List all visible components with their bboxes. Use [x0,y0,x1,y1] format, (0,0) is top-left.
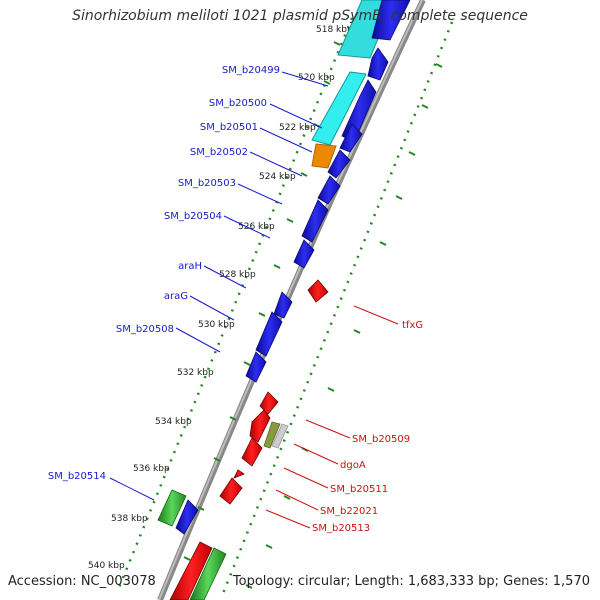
gene-label-forward: araH [178,261,202,272]
tick-label: 522 kbp [279,123,316,133]
forward-gene-block [317,175,341,205]
forward-gene-block [255,311,283,357]
gene-label-forward: SM_b20502 [190,147,248,158]
gene-label-reverse: SM_b20511 [330,484,388,495]
green-feature [157,489,187,527]
tick-label: 526 kbp [238,222,275,232]
gene-label-forward: araG [164,291,188,302]
gene-label-forward: SM_b20500 [209,98,267,109]
tick-label: 524 kbp [259,172,296,182]
gene-label-reverse: SM_b20509 [352,434,410,445]
gene-label-reverse: dgoA [340,460,366,471]
reverse-gene-block [307,279,329,303]
forward-gene-block [371,0,411,41]
topology-label: Topology: circular; Length: 1,683,333 bp… [232,574,590,589]
forward-gene-block [339,123,363,153]
forward-gene-labels: SM_b20499 SM_b20500 SM_b20501 SM_b20502 … [48,65,280,482]
gene-label-forward: SM_b20508 [116,324,174,335]
map-title: Sinorhizobium meliloti 1021 plasmid pSym… [72,8,528,24]
tick-label: 536 kbp [133,464,170,474]
tick-label: 518 kbp [316,25,353,35]
forward-gene-block [301,199,329,243]
green-feature [189,547,227,600]
reverse-leaders [265,305,399,529]
forward-gene-block [327,149,351,179]
tick-label: 532 kbp [177,368,214,378]
forward-leaders [109,71,329,501]
accession-label: Accession: NC_003078 [8,574,156,589]
forward-gene-block [273,291,293,319]
tick-label: 520 kbp [298,73,335,83]
backbone-line [157,0,426,600]
gene-label-reverse: SM_b22021 [320,506,378,517]
tick-label: 530 kbp [198,320,235,330]
gene-label-forward: SM_b20501 [200,122,258,133]
tick-label: 528 kbp [219,270,256,280]
reverse-gene-block [233,469,245,479]
reverse-gene-labels: tfxG SM_b20509 dgoA SM_b20511 SM_b22021 … [312,320,423,534]
gene-label-forward: SM_b20504 [164,211,222,222]
reverse-genes [169,279,329,600]
olive-feature [263,421,281,449]
gene-label-forward: SM_b20503 [178,178,236,189]
gene-label-reverse: tfxG [402,320,423,331]
reverse-gene-block [241,437,263,467]
outer-ticks [183,41,341,561]
tick-label: 534 kbp [155,417,192,427]
grey-feature [271,423,289,449]
tick-labels: 518 kbp 520 kbp 522 kbp 524 kbp 526 kbp … [88,25,353,571]
forward-genes [175,0,411,535]
gene-label-forward: SM_b20514 [48,471,106,482]
tick-label: 540 kbp [88,561,125,571]
forward-gene-block [367,47,389,81]
orange-feature [311,143,337,169]
backbone-highlight [158,0,423,600]
forward-gene-block [293,239,315,269]
reverse-gene-block [169,541,213,600]
tick-label: 538 kbp [111,514,148,524]
gene-label-forward: SM_b20499 [222,65,280,76]
reverse-gene-block [259,391,279,415]
reverse-gene-block [249,409,271,443]
reverse-gene-block [219,477,243,505]
gene-label-reverse: SM_b20513 [312,523,370,534]
forward-gene-block [175,499,199,535]
forward-gene-block [245,351,267,383]
green-features [157,489,227,600]
